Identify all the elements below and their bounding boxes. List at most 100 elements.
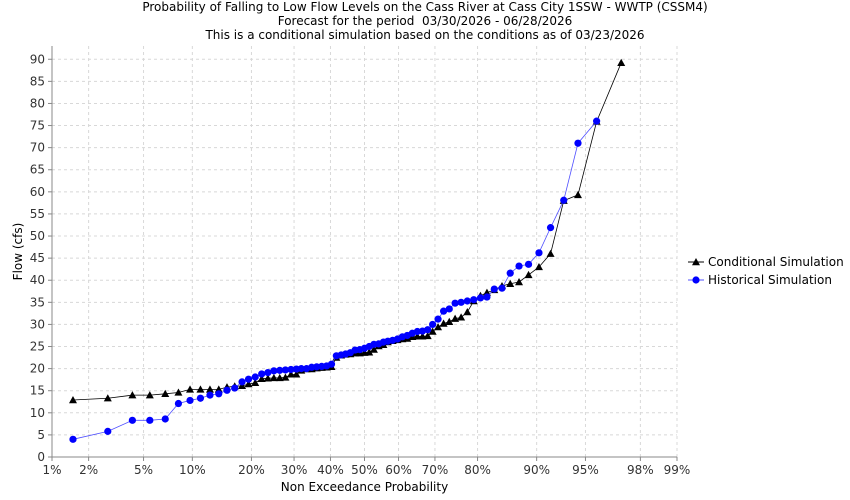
data-point-circle <box>515 262 523 270</box>
data-point-circle <box>524 260 533 268</box>
data-point-triangle <box>365 348 374 356</box>
data-point-triangle <box>534 262 543 271</box>
data-point-circle <box>535 249 543 257</box>
legend-circle-marker <box>692 276 700 284</box>
y-tick-label: 20 <box>30 362 45 376</box>
data-point-circle <box>223 386 231 394</box>
data-point-circle <box>506 269 514 277</box>
data-point-circle <box>476 294 485 302</box>
x-axis-label: Non Exceedance Probability <box>281 480 448 494</box>
y-tick-label: 55 <box>30 207 45 221</box>
data-point-triangle <box>128 391 137 399</box>
grid <box>51 46 678 458</box>
data-point-circle <box>104 427 112 435</box>
y-tick-label: 75 <box>30 119 45 133</box>
data-point-circle <box>546 224 555 232</box>
data-point-triangle <box>482 288 491 296</box>
x-tick-label: 5% <box>134 463 153 477</box>
title-line-1: Probability of Falling to Low Flow Level… <box>142 0 708 14</box>
x-tick-label: 40% <box>317 463 344 477</box>
x-tick-label: 95% <box>572 463 599 477</box>
x-tick-label: 20% <box>238 463 265 477</box>
data-point-circle <box>463 297 471 305</box>
data-point-triangle <box>524 270 533 279</box>
data-point-circle <box>128 416 136 424</box>
data-point-circle <box>424 326 432 334</box>
x-tick-label: 1% <box>42 463 61 477</box>
data-point-circle <box>457 298 465 306</box>
x-tick-label: 2% <box>79 463 98 477</box>
data-point-circle <box>231 384 239 392</box>
title-line-2: Forecast for the period 03/30/2026 - 06/… <box>277 14 573 28</box>
x-tick-label: 10% <box>179 463 206 477</box>
series-historical <box>69 117 601 443</box>
data-point-triangle <box>251 378 260 386</box>
y-tick-label: 35 <box>30 295 45 309</box>
y-axis-label: Flow (cfs) <box>11 223 25 281</box>
data-point-circle <box>483 293 491 301</box>
x-tick-label: 30% <box>281 463 308 477</box>
data-point-triangle <box>506 279 515 287</box>
data-point-circle <box>276 366 284 374</box>
x-tick-label: 70% <box>422 463 449 477</box>
data-point-circle <box>429 320 437 329</box>
y-tick-label: 5 <box>37 428 45 442</box>
data-point-circle <box>297 365 305 373</box>
data-point-circle <box>161 415 169 423</box>
data-point-circle <box>281 366 290 374</box>
y-tick-label: 65 <box>30 163 45 177</box>
y-tick-label: 90 <box>30 52 45 66</box>
data-point-triangle <box>451 314 460 322</box>
legend: Conditional Simulation Historical Simulat… <box>688 255 844 287</box>
data-point-triangle <box>196 385 205 393</box>
data-point-triangle <box>257 374 266 382</box>
y-tick-label: 45 <box>30 251 45 265</box>
data-point-circle <box>490 285 498 293</box>
data-point-triangle <box>244 380 253 388</box>
data-point-circle <box>574 139 582 147</box>
data-point-triangle <box>161 389 170 398</box>
data-point-circle <box>327 360 336 368</box>
data-point-triangle <box>286 370 295 378</box>
y-tick-label: 50 <box>30 229 45 243</box>
x-tick-label: 80% <box>464 463 491 477</box>
legend-item: Conditional Simulation <box>688 255 844 269</box>
data-point-circle <box>593 117 601 125</box>
data-point-triangle <box>174 388 183 396</box>
data-point-circle <box>470 296 478 304</box>
x-tick-label: 60% <box>385 463 412 477</box>
y-tick-label: 70 <box>30 141 45 155</box>
data-point-circle <box>251 373 259 381</box>
data-point-triangle <box>369 345 378 353</box>
x-tick-label: 90% <box>523 463 550 477</box>
data-point-circle <box>69 435 77 443</box>
legend-item: Historical Simulation <box>688 273 832 287</box>
y-tick-label: 15 <box>30 384 45 398</box>
data-point-triangle <box>445 317 454 325</box>
data-point-circle <box>206 391 214 399</box>
data-point-triangle <box>186 385 195 393</box>
data-point-triangle <box>423 331 432 340</box>
axes: 0 5 10 15 20 25 30 35 40 45 50 55 60 65 70 75 80 85 90 1% 2%… <box>30 46 691 477</box>
data-point-circle <box>287 365 295 374</box>
legend-label: Conditional Simulation <box>708 255 844 269</box>
data-point-triangle <box>214 385 223 393</box>
data-point-circle <box>174 399 183 408</box>
data-point-triangle <box>281 373 290 381</box>
data-point-triangle <box>573 190 582 199</box>
data-point-circle <box>244 375 253 383</box>
data-point-triangle <box>292 370 301 378</box>
x-tick-label: 98% <box>627 463 654 477</box>
x-tick-label: 99% <box>664 463 691 477</box>
title-line-3: This is a conditional simulation based o… <box>205 28 645 42</box>
data-point-circle <box>560 196 568 204</box>
data-point-circle <box>498 284 506 292</box>
data-point-circle <box>186 396 194 405</box>
series-line <box>72 62 622 401</box>
data-point-circle <box>146 416 154 424</box>
data-point-triangle <box>413 332 422 340</box>
data-point-circle <box>451 299 459 307</box>
data-point-circle <box>258 370 266 378</box>
data-point-triangle <box>103 394 112 402</box>
